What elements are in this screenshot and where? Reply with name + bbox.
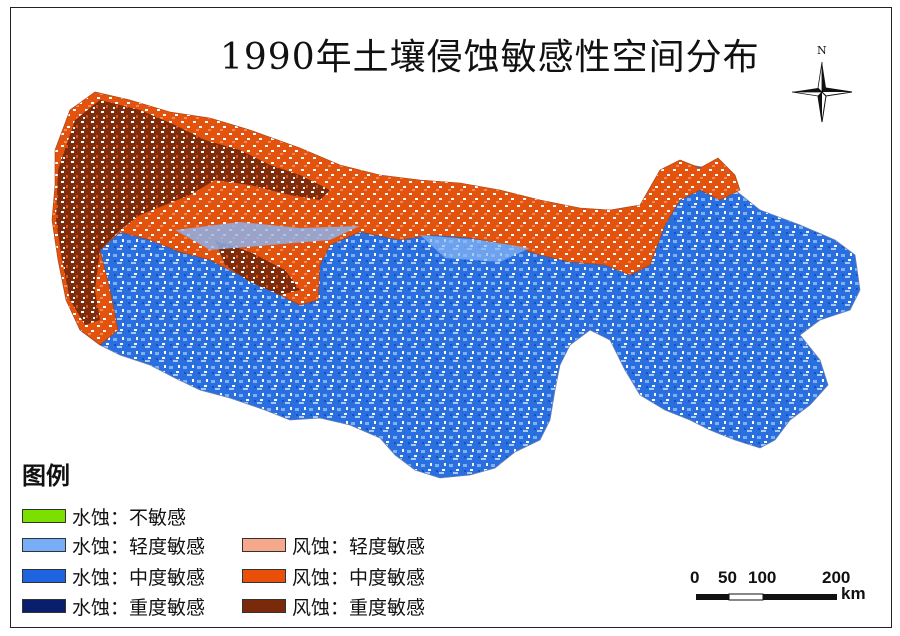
legend-label: 风蚀：中度敏感 [292, 566, 426, 589]
legend-swatch [242, 599, 286, 613]
north-arrow-label: N [817, 44, 827, 57]
legend-swatch [22, 509, 66, 523]
scale-segment [696, 594, 729, 600]
legend-label: 水蚀：重度敏感 [72, 596, 206, 619]
legend-item: 水蚀：中度敏感 [22, 565, 206, 589]
scale-tick-label: 200 [822, 568, 851, 587]
scale-tick-label: 50 [718, 568, 737, 587]
scale-tick-label: 100 [748, 568, 777, 587]
legend-label: 水蚀：轻度敏感 [72, 535, 206, 558]
scale-bar [696, 593, 837, 601]
legend-item: 风蚀：轻度敏感 [242, 534, 426, 558]
legend-item: 风蚀：中度敏感 [242, 565, 426, 589]
legend-swatch [242, 538, 286, 552]
scale-unit-label: km [841, 584, 866, 603]
legend-label: 风蚀：重度敏感 [292, 596, 426, 619]
legend-item: 水蚀：不敏感 [22, 505, 187, 529]
scale-segment [763, 594, 837, 600]
legend-title: 图例 [22, 462, 70, 490]
legend-item: 水蚀：重度敏感 [22, 595, 206, 619]
legend-label: 风蚀：轻度敏感 [292, 535, 426, 558]
legend-swatch [242, 569, 286, 583]
north-arrow-icon [791, 61, 853, 123]
wind-erosion-severe-region [56, 100, 330, 325]
wind-erosion-severe-patch [215, 240, 300, 295]
scale-tick-label: 0 [690, 568, 700, 587]
scale-segment [728, 593, 764, 601]
legend-label: 水蚀：不敏感 [72, 506, 187, 529]
map-title: 1990年土壤侵蚀敏感性空间分布 [220, 37, 760, 78]
legend-item: 风蚀：重度敏感 [242, 595, 426, 619]
water-erosion-light-streak [175, 222, 360, 250]
legend-swatch [22, 569, 66, 583]
legend-swatch [22, 538, 66, 552]
legend-item: 水蚀：轻度敏感 [22, 534, 206, 558]
legend-label: 水蚀：中度敏感 [72, 566, 206, 589]
legend-swatch [22, 599, 66, 613]
water-erosion-light-streak [420, 235, 530, 262]
